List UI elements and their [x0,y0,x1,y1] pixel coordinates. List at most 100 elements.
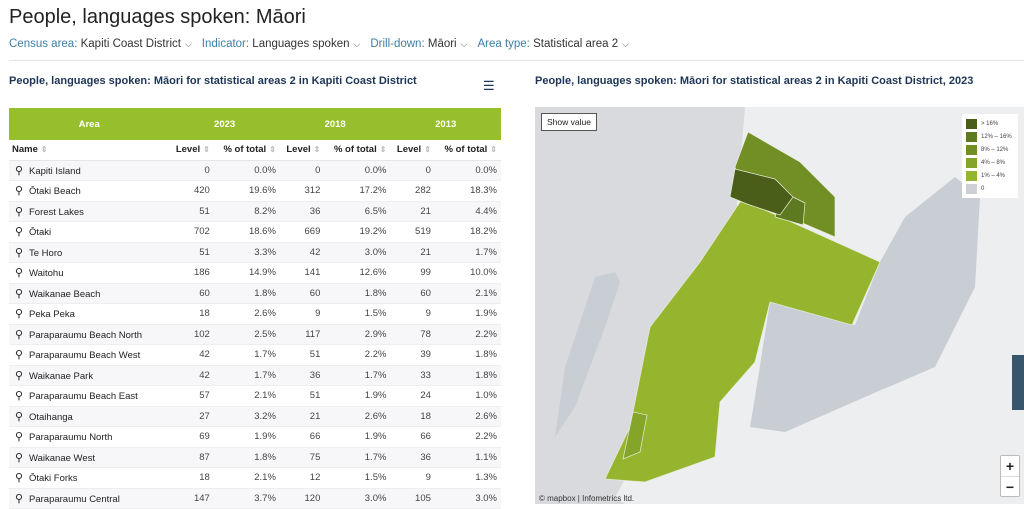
value-cell: 3.0% [434,488,501,509]
search-icon[interactable]: ⚲ [14,472,23,485]
show-value-button[interactable]: Show value [541,113,597,131]
value-cell: 1.8% [324,283,391,304]
area-name-cell[interactable]: ⚲ Kapiti Island [9,160,170,181]
area-name-cell[interactable]: ⚲ Paraparaumu Beach East [9,385,170,407]
area-name-cell[interactable]: ⚲ Waikanae West [9,447,170,468]
value-cell: 2.1% [213,385,280,407]
value-cell: 36 [279,201,325,222]
area-name-cell[interactable]: ⚲ Forest Lakes [9,201,170,222]
value-cell: 17.2% [324,180,391,202]
value-cell: 1.3% [434,467,501,489]
column-header[interactable]: Level ⇕ [390,140,435,161]
value-cell: 120 [279,488,325,509]
value-cell: 1.7% [213,365,280,386]
search-icon[interactable]: ⚲ [14,308,23,321]
column-header[interactable]: Level ⇕ [169,140,214,161]
column-header[interactable]: Name ⇕ [9,140,170,161]
search-icon[interactable]: ⚲ [14,185,23,198]
area-name-cell[interactable]: ⚲ Ōtaki Forks [9,467,170,489]
column-header[interactable]: % of total ⇕ [213,140,280,161]
legend-item: > 16% [966,117,1014,130]
hamburger-menu-icon[interactable]: ☰ [483,78,495,93]
search-icon[interactable]: ⚲ [14,410,23,423]
area-name-cell[interactable]: ⚲ Waikanae Park [9,365,170,386]
search-icon[interactable]: ⚲ [14,226,23,239]
choropleth-map[interactable]: Show value > 16% 12% – 16% 8% – 12% 4% – 8%… [535,107,1024,504]
search-icon[interactable]: ⚲ [14,267,23,280]
chevron-down-icon: ⌵ [184,39,192,49]
search-icon[interactable]: ⚲ [14,431,23,444]
value-cell: 2.1% [434,283,501,304]
area-name: Forest Lakes [29,206,84,218]
search-icon[interactable]: ⚲ [14,287,23,300]
data-table: Area 2023 2018 2013 Name ⇕ Level ⇕% of tota… [9,108,501,509]
table-row: ⚲ Otaihanga 27 3.2% 21 2.6% 18 2.6% [9,406,501,427]
filter-dropdown[interactable]: Area type: Statistical area 2 ⌵ [477,38,628,50]
side-panel-tab[interactable] [1012,355,1024,410]
filter-dropdown[interactable]: Census area: Kapiti Coast District ⌵ [9,38,192,50]
value-cell: 102 [169,324,214,345]
area-name-cell[interactable]: ⚲ Ōtaki [9,221,170,243]
area-name-cell[interactable]: ⚲ Paraparaumu Beach North [9,324,170,345]
column-header[interactable]: % of total ⇕ [324,140,391,161]
filter-dropdown[interactable]: Drill-down: Māori ⌵ [370,38,467,50]
column-header[interactable]: % of total ⇕ [434,140,501,161]
area-name-cell[interactable]: ⚲ Waikanae Beach [9,283,170,304]
search-icon[interactable]: ⚲ [14,205,23,218]
area-name-cell[interactable]: ⚲ Ōtaki Beach [9,180,170,202]
area-name: Waikanae West [29,452,95,464]
area-name-cell[interactable]: ⚲ Te Horo [9,242,170,263]
area-name-cell[interactable]: ⚲ Paraparaumu Beach West [9,344,170,366]
legend-label: 0 [981,185,985,192]
chevron-down-icon: ⌵ [622,39,629,49]
area-name-cell[interactable]: ⚲ Paraparaumu Central [9,488,170,509]
search-icon[interactable]: ⚲ [14,164,23,177]
value-cell: 9 [390,303,435,325]
area-name: Waikanae Beach [29,288,101,300]
sort-icon: ⇕ [203,145,210,155]
area-name-cell[interactable]: ⚲ Waitohu [9,262,170,284]
search-icon[interactable]: ⚲ [14,328,23,341]
search-icon[interactable]: ⚲ [14,246,23,259]
value-cell: 3.3% [213,242,280,263]
table-row: ⚲ Waikanae Beach 60 1.8% 60 1.8% 60 2.1% [9,283,501,304]
area-name: Paraparaumu Central [29,493,120,505]
value-cell: 420 [169,180,214,202]
table-row: ⚲ Paraparaumu Beach East 57 2.1% 51 1.9% 24 1.0… [9,385,501,407]
area-name-cell[interactable]: ⚲ Peka Peka [9,303,170,325]
zoom-in-button[interactable]: + [1005,458,1015,474]
value-cell: 18 [390,406,435,427]
value-cell: 2.6% [213,303,280,325]
region-4-8 [622,411,648,460]
value-cell: 12.6% [324,262,391,284]
value-cell: 66 [390,426,435,448]
search-icon[interactable]: ⚲ [14,349,23,362]
filter-bar: Census area: Kapiti Coast District ⌵ Indic… [9,38,629,50]
table-row: ⚲ Peka Peka 18 2.6% 9 1.5% 9 1.9% [9,303,501,325]
area-name-cell[interactable]: ⚲ Paraparaumu North [9,426,170,448]
search-icon[interactable]: ⚲ [14,390,23,403]
value-cell: 39 [390,344,435,366]
value-cell: 1.8% [213,283,280,304]
table-row: ⚲ Kapiti Island 0 0.0% 0 0.0% 0 0.0% [9,160,501,181]
column-header[interactable]: Level ⇕ [279,140,325,161]
value-cell: 36 [279,365,325,386]
value-cell: 19.2% [324,221,391,243]
value-cell: 2.6% [434,406,501,427]
value-cell: 312 [279,180,325,202]
page-title: People, languages spoken: Māori [9,6,306,28]
search-icon[interactable]: ⚲ [14,369,23,382]
sort-icon: ⇕ [490,145,497,155]
value-cell: 3.7% [213,488,280,509]
zoom-out-button[interactable]: − [1001,476,1019,496]
value-cell: 186 [169,262,214,284]
search-icon[interactable]: ⚲ [14,492,23,505]
value-cell: 3.0% [324,242,391,263]
value-cell: 60 [169,283,214,304]
filter-dropdown[interactable]: Indicator: Languages spoken ⌵ [202,38,361,50]
value-cell: 702 [169,221,214,243]
search-icon[interactable]: ⚲ [14,451,23,464]
area-name: Ōtaki [29,227,52,239]
area-name-cell[interactable]: ⚲ Otaihanga [9,406,170,427]
value-cell: 6.5% [324,201,391,222]
